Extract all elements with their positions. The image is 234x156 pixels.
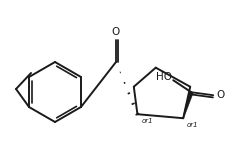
Text: or1: or1 bbox=[186, 122, 198, 128]
Polygon shape bbox=[183, 92, 193, 118]
Text: HO: HO bbox=[156, 72, 172, 82]
Text: or1: or1 bbox=[141, 118, 153, 124]
Text: O: O bbox=[112, 27, 120, 37]
Text: O: O bbox=[216, 90, 224, 100]
